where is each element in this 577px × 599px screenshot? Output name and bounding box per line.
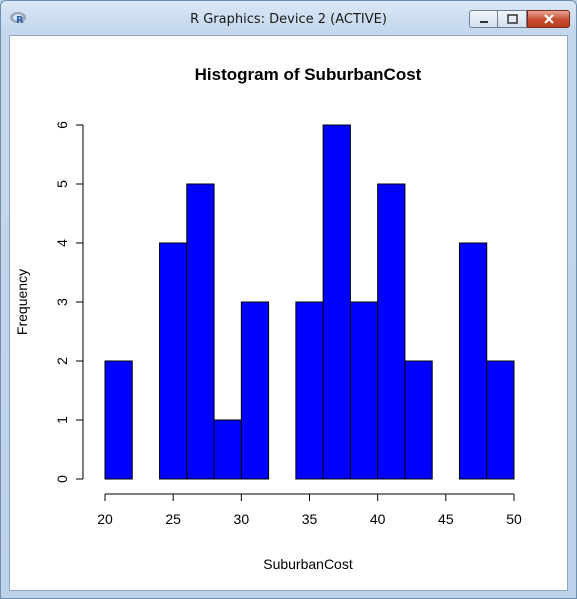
histogram-bar [104, 360, 133, 480]
minimize-icon [480, 21, 488, 23]
title-bar[interactable]: R R Graphics: Device 2 (ACTIVE) [1, 1, 576, 35]
y-tick-label: 4 [54, 239, 70, 247]
y-tick-label: 2 [54, 357, 70, 365]
histogram-bar [159, 242, 188, 480]
histogram-bar [213, 419, 242, 480]
close-icon [544, 14, 554, 24]
y-tick-label: 3 [54, 298, 70, 306]
y-axis: 0 1 2 3 4 5 6 [54, 121, 84, 483]
x-axis-label: SuburbanCost [263, 556, 353, 572]
y-axis-label: Frequency [14, 269, 30, 335]
x-tick-label: 25 [165, 511, 181, 527]
x-axis: 20 25 30 35 40 45 50 [97, 493, 522, 527]
svg-text:R: R [16, 15, 24, 25]
histogram-bar [349, 301, 379, 480]
histogram-bar [404, 360, 433, 480]
minimize-button[interactable] [469, 10, 498, 28]
close-button[interactable] [527, 10, 570, 28]
maximize-icon [507, 14, 518, 24]
r-logo-icon: R [9, 10, 27, 26]
x-tick-label: 45 [438, 511, 454, 527]
chart-title: Histogram of SuburbanCost [195, 65, 422, 84]
bars-group [104, 124, 515, 480]
histogram-chart: Histogram of SuburbanCost SuburbanCost F… [14, 65, 522, 572]
histogram-bar [322, 124, 351, 480]
histogram-bar [295, 301, 324, 480]
y-tick-label: 6 [54, 121, 70, 129]
x-tick-label: 20 [97, 511, 113, 527]
maximize-button[interactable] [498, 10, 527, 28]
y-tick-label: 0 [54, 475, 70, 483]
y-tick-label: 5 [54, 180, 70, 188]
histogram-bar [458, 242, 488, 480]
window-title: R Graphics: Device 2 (ACTIVE) [190, 12, 387, 27]
x-tick-label: 30 [234, 511, 250, 527]
histogram-bar [377, 183, 406, 480]
histogram-bar [240, 301, 270, 480]
x-tick-label: 40 [370, 511, 386, 527]
plot-area: Histogram of SuburbanCost SuburbanCost F… [9, 35, 568, 591]
x-tick-label: 35 [302, 511, 318, 527]
y-tick-label: 1 [54, 416, 70, 424]
x-tick-label: 50 [506, 511, 522, 527]
histogram-bar [186, 183, 215, 480]
histogram-bar [486, 360, 515, 480]
